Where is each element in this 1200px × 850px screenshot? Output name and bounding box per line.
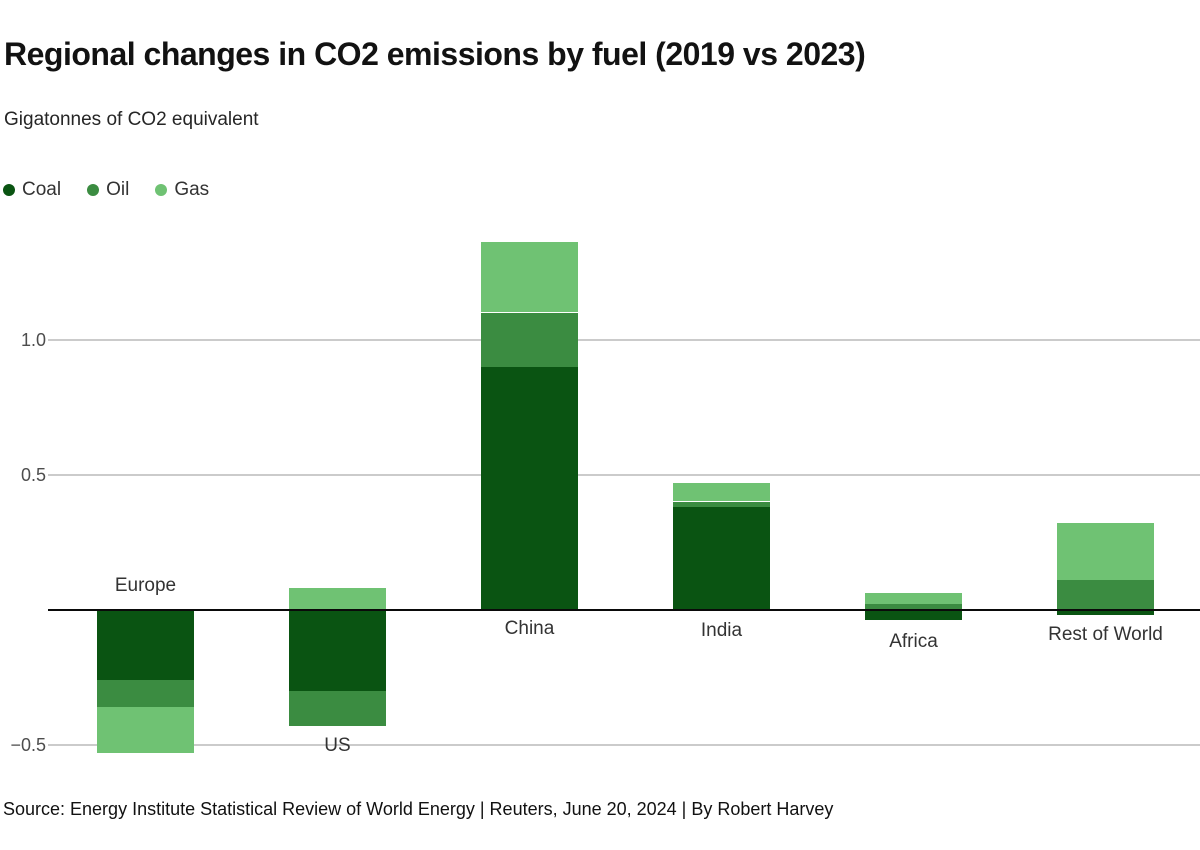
- gridline-y-0.5: [48, 473, 1200, 476]
- bar-segment-europe-oil: [97, 679, 194, 707]
- x-axis-category-label: US: [324, 735, 351, 756]
- bar-segment-india-coal: [673, 506, 770, 610]
- x-axis-category-label: Rest of World: [1048, 624, 1163, 645]
- legend-item-gas: Gas: [155, 179, 209, 201]
- zero-baseline: [48, 608, 1200, 611]
- y-axis-tick-label: 0.5: [20, 464, 46, 485]
- gridline-y-−0.5: [48, 743, 1200, 746]
- x-axis-category-label: India: [700, 620, 743, 641]
- bar-segment-india-oil: [673, 501, 770, 507]
- bar-segment-rest-of-world-coal: [1057, 609, 1154, 615]
- bar-segment-europe-gas: [97, 706, 194, 753]
- bar-segment-africa-gas: [865, 593, 962, 605]
- gridline-y-1.0: [48, 338, 1200, 341]
- source-attribution: Source: Energy Institute Statistical Rev…: [3, 799, 834, 819]
- legend-dot-icon: [155, 184, 168, 196]
- legend-dot-icon: [87, 184, 100, 196]
- x-axis-category-label: China: [504, 618, 555, 639]
- bar-segment-africa-oil: [865, 604, 962, 610]
- legend-item-coal: Coal: [3, 179, 61, 201]
- bar-segment-rest-of-world-oil: [1057, 579, 1154, 610]
- y-axis-tick-label: 1.0: [20, 329, 46, 350]
- bar-segment-us-oil: [289, 690, 386, 726]
- bar-segment-us-coal: [289, 609, 386, 691]
- page-title: Regional changes in CO2 emissions by fue…: [4, 36, 866, 72]
- x-axis-category-label: Africa: [889, 631, 938, 652]
- legend-label: Oil: [106, 179, 130, 200]
- bar-segment-china-gas: [481, 242, 578, 313]
- bar-segment-china-oil: [481, 312, 578, 367]
- chart-legend: Coal Oil Gas: [3, 179, 209, 201]
- bar-segment-europe-coal: [97, 609, 194, 680]
- legend-label: Coal: [22, 179, 62, 200]
- legend-label: Gas: [174, 179, 210, 200]
- bar-segment-china-coal: [481, 366, 578, 610]
- bar-segment-rest-of-world-gas: [1057, 523, 1154, 580]
- y-axis-tick-label: −0.5: [10, 734, 46, 755]
- chart-subtitle-units: Gigatonnes of CO2 equivalent: [4, 109, 259, 130]
- legend-dot-icon: [3, 184, 15, 196]
- bar-segment-us-gas: [289, 587, 386, 610]
- bar-segment-africa-coal: [865, 609, 962, 621]
- x-axis-category-label: Europe: [114, 575, 177, 596]
- bar-segment-india-gas: [673, 482, 770, 502]
- legend-item-oil: Oil: [87, 179, 129, 201]
